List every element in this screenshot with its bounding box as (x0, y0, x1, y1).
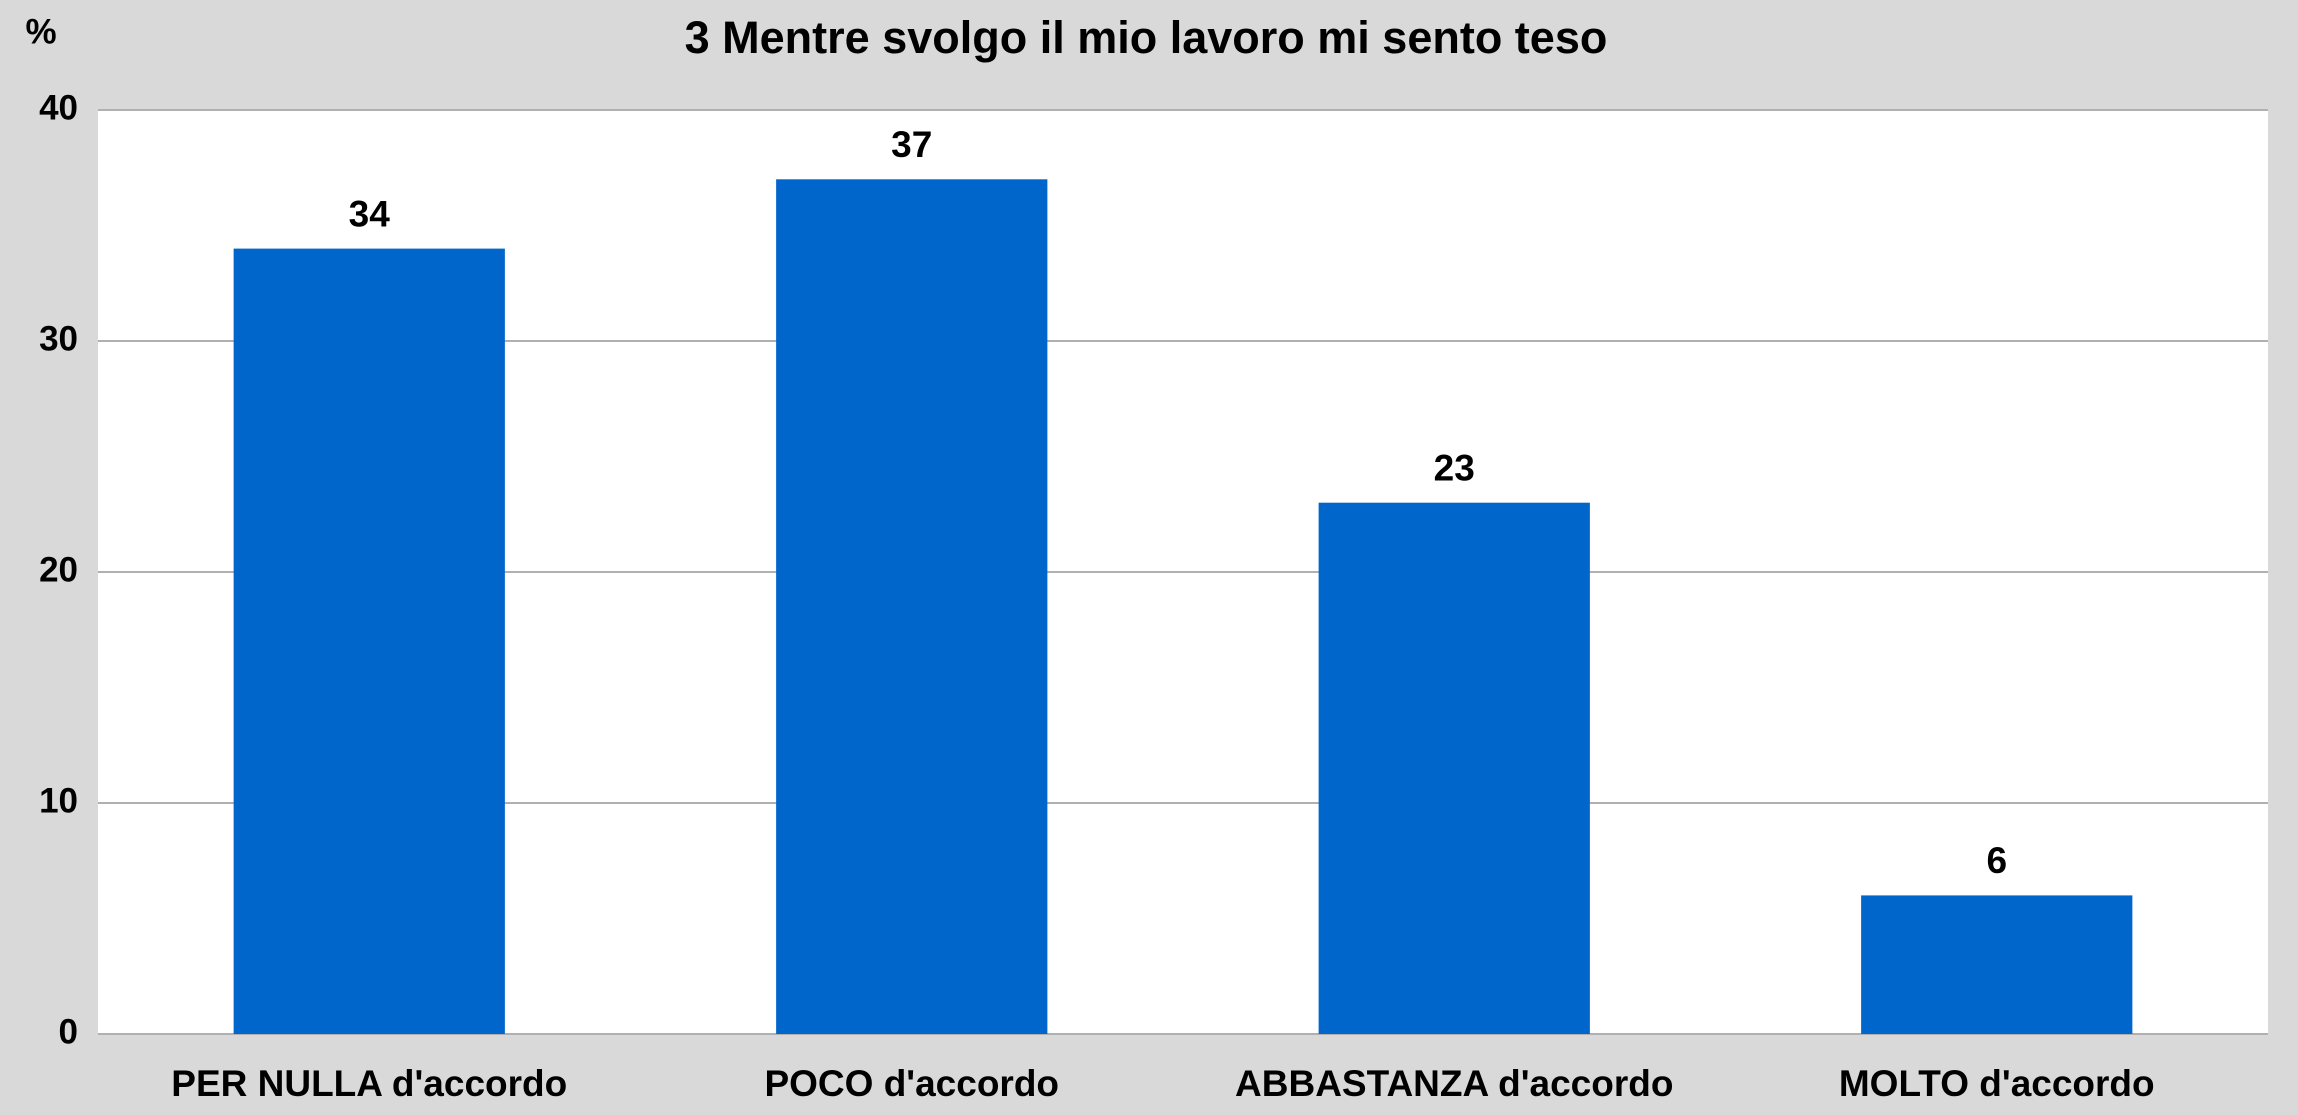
x-tick-label: PER NULLA d'accordo (171, 1063, 567, 1104)
y-tick-label: 10 (39, 781, 78, 820)
bar (233, 248, 505, 1035)
y-tick-label: 30 (39, 319, 78, 358)
bar (776, 179, 1048, 1035)
data-label: 6 (1986, 840, 2007, 881)
data-label: 23 (1434, 447, 1475, 488)
data-label: 37 (891, 124, 932, 165)
y-tick-label: 0 (59, 1012, 78, 1051)
bar (1318, 502, 1590, 1034)
x-tick-label: ABBASTANZA d'accordo (1235, 1063, 1673, 1104)
y-tick-label: 20 (39, 550, 78, 589)
bar (1861, 895, 2133, 1034)
y-tick-label: 40 (39, 88, 78, 127)
chart-title: 3 Mentre svolgo il mio lavoro mi sento t… (685, 12, 1608, 63)
x-tick-label: POCO d'accordo (764, 1063, 1059, 1104)
x-tick-label: MOLTO d'accordo (1839, 1063, 2155, 1104)
y-axis-label: % (25, 12, 56, 51)
data-label: 34 (349, 193, 391, 234)
